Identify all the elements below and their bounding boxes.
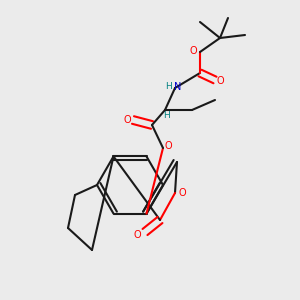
Text: H: H <box>163 111 170 120</box>
Text: O: O <box>179 188 186 198</box>
Text: H: H <box>165 82 172 91</box>
Text: O: O <box>134 230 141 240</box>
Text: O: O <box>217 76 224 86</box>
Text: O: O <box>165 141 172 151</box>
Text: O: O <box>123 115 131 125</box>
Text: O: O <box>190 46 197 56</box>
Text: N: N <box>174 82 182 92</box>
